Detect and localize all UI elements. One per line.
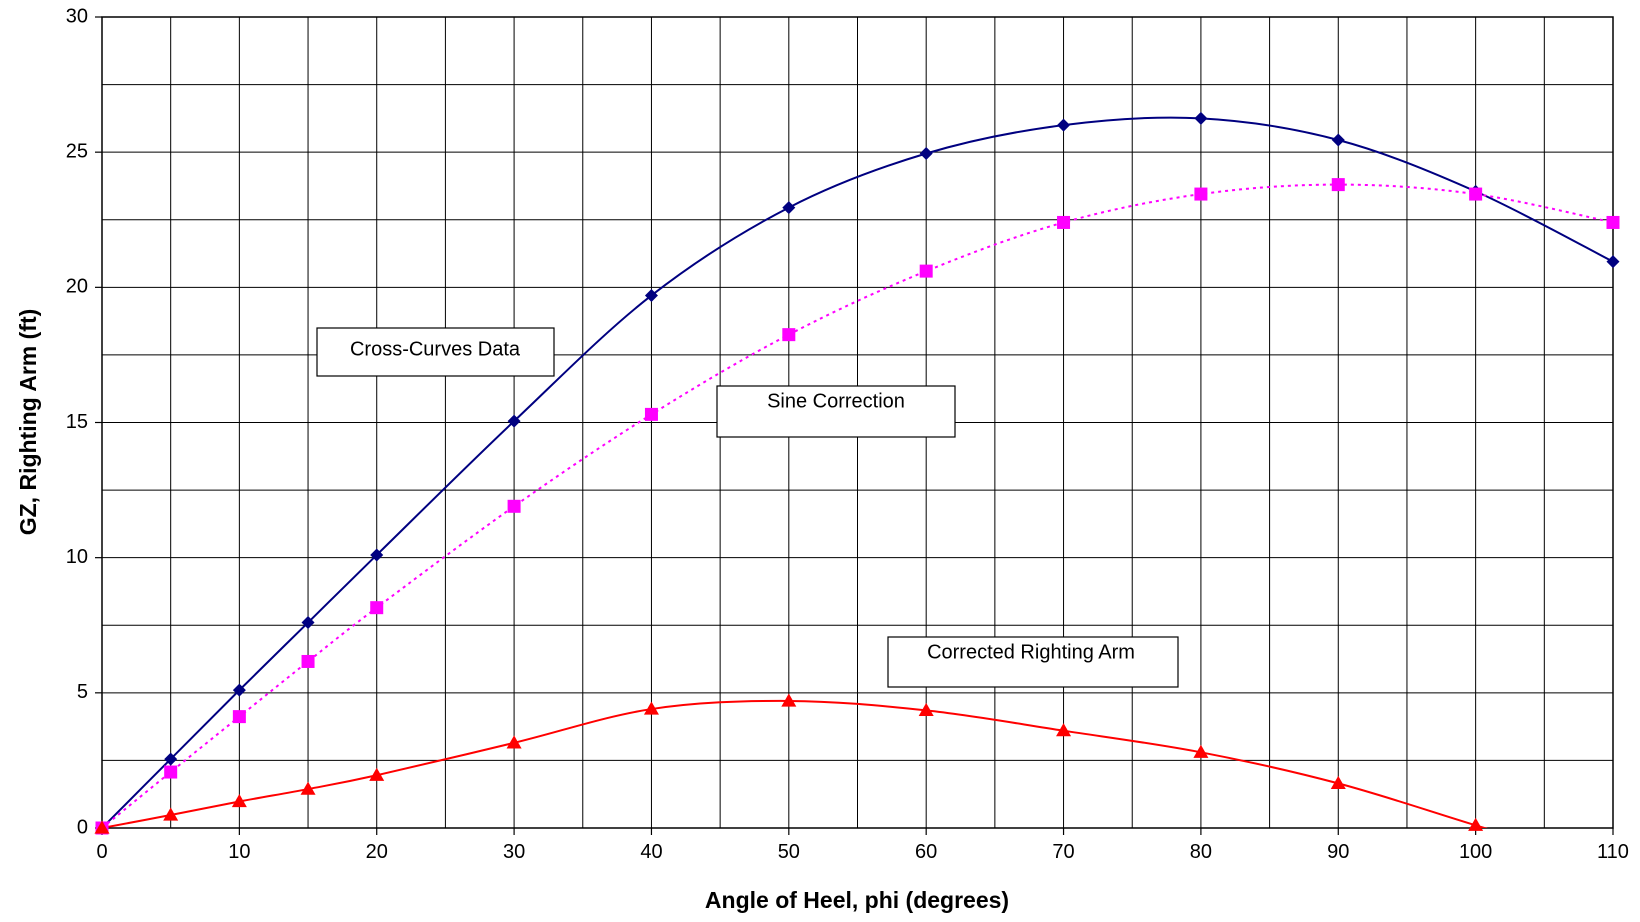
x-tick-label: 40 (640, 841, 662, 863)
data-point-sine-correction (1194, 187, 1208, 201)
data-point-sine-correction (1469, 187, 1483, 201)
x-tick-label: 80 (1190, 841, 1212, 863)
y-tick-label: 20 (66, 276, 88, 298)
series-markers (94, 111, 1620, 835)
data-point-corrected-righting-arm (231, 794, 247, 808)
x-tick-label: 90 (1327, 841, 1349, 863)
data-point-corrected-righting-arm (918, 702, 934, 717)
y-tick-label: 30 (66, 5, 88, 27)
data-point-cross-curves-data (1331, 133, 1345, 147)
x-tick-label: 50 (778, 841, 800, 863)
callout-sine-correction-box (716, 385, 956, 438)
x-axis-title: Angle of Heel, phi (degrees) (705, 887, 1009, 913)
data-point-sine-correction (301, 654, 315, 668)
x-tick-label: 10 (228, 841, 250, 863)
x-tick-label: 100 (1459, 841, 1492, 863)
x-tick-label: 60 (915, 841, 937, 863)
callout-sine-correction-text: Sine Correction (767, 390, 905, 412)
x-tick-label: 110 (1597, 841, 1629, 863)
callout-corrected-righting-arm: Corrected Righting Arm (887, 636, 1179, 688)
data-point-corrected-righting-arm (1468, 817, 1484, 831)
x-tick-label: 30 (503, 841, 525, 863)
data-point-cross-curves-data (1194, 111, 1208, 125)
data-point-cross-curves-data (919, 147, 933, 161)
data-point-sine-correction (1057, 215, 1071, 229)
y-tick-label: 25 (66, 140, 88, 162)
axes (95, 16, 1614, 835)
x-tick-label: 0 (96, 841, 107, 863)
x-tick-label: 70 (1052, 841, 1074, 863)
data-point-cross-curves-data (301, 616, 315, 630)
data-point-sine-correction (919, 264, 933, 278)
callout-cross-curves-box (316, 327, 555, 377)
callout-corrected-righting-arm-text: Corrected Righting Arm (927, 641, 1135, 663)
data-point-corrected-righting-arm (369, 767, 385, 781)
data-point-corrected-righting-arm (163, 807, 179, 821)
data-point-cross-curves-data (644, 288, 658, 302)
data-point-corrected-righting-arm (1193, 744, 1209, 758)
data-point-sine-correction (232, 710, 246, 724)
data-point-sine-correction (782, 328, 796, 342)
data-point-sine-correction (164, 765, 178, 779)
data-point-corrected-righting-arm (506, 735, 522, 749)
data-point-corrected-righting-arm (94, 820, 110, 834)
data-point-corrected-righting-arm (781, 693, 797, 707)
data-point-cross-curves-data (1057, 118, 1071, 132)
data-point-sine-correction (507, 499, 521, 513)
callout-cross-curves-text: Cross-Curves Data (350, 338, 521, 360)
data-point-sine-correction (370, 601, 384, 615)
callout-corrected-righting-arm-box (887, 636, 1179, 688)
y-tick-label: 5 (77, 681, 88, 703)
data-point-cross-curves-data (507, 414, 521, 428)
data-point-sine-correction (644, 407, 658, 421)
data-point-cross-curves-data (782, 201, 796, 215)
tick-labels: 0 10 20 30 40 50 60 70 80 90 100 110 0 5 10 15 20 25 30 (66, 5, 1629, 863)
data-point-corrected-righting-arm (643, 701, 659, 715)
data-point-corrected-righting-arm (1330, 775, 1346, 790)
data-point-cross-curves-data (1606, 255, 1620, 269)
callout-cross-curves: Cross-Curves Data (316, 327, 555, 377)
data-point-corrected-righting-arm (300, 781, 316, 795)
data-point-cross-curves-data (370, 548, 384, 562)
data-point-sine-correction (1606, 215, 1620, 229)
data-point-sine-correction (1331, 178, 1345, 192)
callout-sine-correction: Sine Correction (716, 385, 956, 438)
data-point-corrected-righting-arm (1056, 723, 1072, 737)
x-tick-label: 20 (366, 841, 388, 863)
data-point-cross-curves-data (164, 752, 178, 766)
y-axis-title: GZ, Righting Arm (ft) (15, 309, 41, 536)
y-tick-label: 0 (77, 816, 88, 838)
y-tick-label: 10 (66, 546, 88, 568)
data-point-cross-curves-data (232, 683, 246, 697)
y-tick-label: 15 (66, 411, 88, 433)
